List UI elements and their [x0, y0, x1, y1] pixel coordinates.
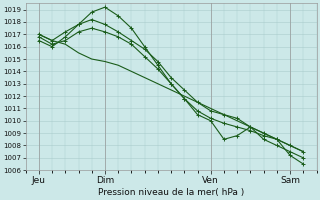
X-axis label: Pression niveau de la mer( hPa ): Pression niveau de la mer( hPa ) — [98, 188, 244, 197]
